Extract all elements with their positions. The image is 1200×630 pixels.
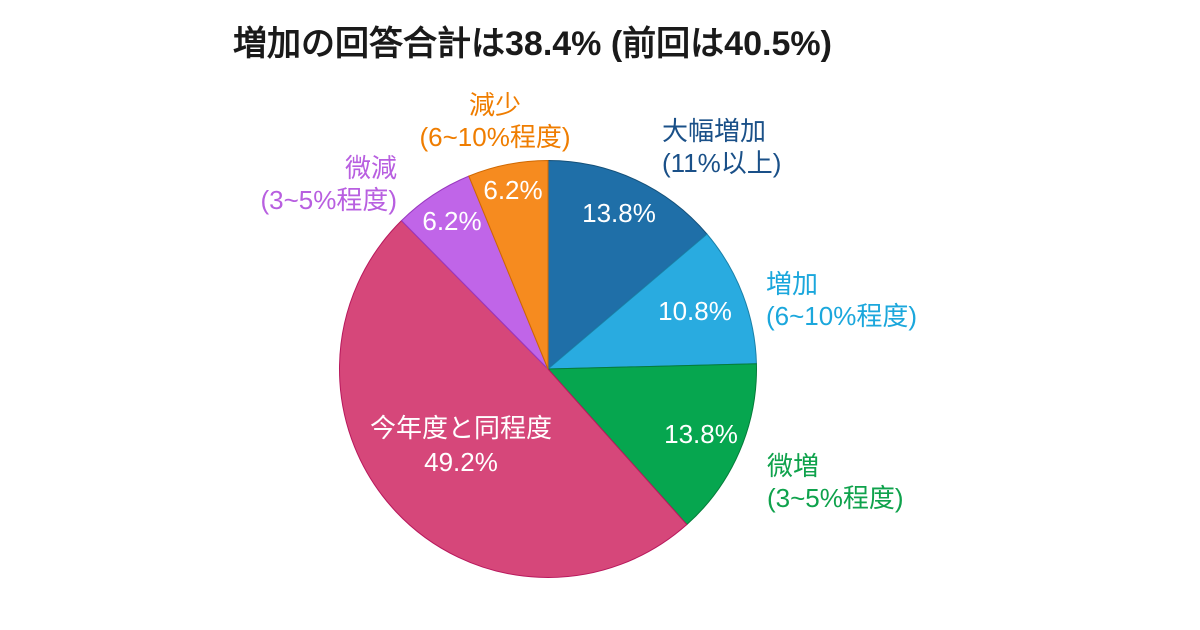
svg-text:13.8%: 13.8%: [582, 198, 656, 228]
svg-text:大幅増加: 大幅増加: [662, 116, 766, 146]
svg-text:10.8%: 10.8%: [658, 296, 732, 326]
svg-text:49.2%: 49.2%: [424, 447, 498, 477]
svg-text:6.2%: 6.2%: [483, 175, 542, 205]
svg-text:(6~10%程度): (6~10%程度): [420, 122, 571, 152]
svg-text:今年度と同程度: 今年度と同程度: [370, 413, 552, 443]
svg-text:(3~5%程度): (3~5%程度): [260, 185, 397, 215]
svg-text:6.2%: 6.2%: [422, 206, 481, 236]
svg-text:13.8%: 13.8%: [664, 419, 738, 449]
svg-text:(3~5%程度): (3~5%程度): [767, 483, 904, 513]
svg-text:減少: 減少: [469, 90, 521, 120]
svg-text:(6~10%程度): (6~10%程度): [766, 301, 917, 331]
svg-text:微減: 微減: [345, 153, 397, 183]
svg-text:増加: 増加: [766, 269, 818, 299]
svg-text:(11%以上): (11%以上): [662, 148, 781, 178]
svg-text:微増: 微増: [767, 451, 819, 481]
